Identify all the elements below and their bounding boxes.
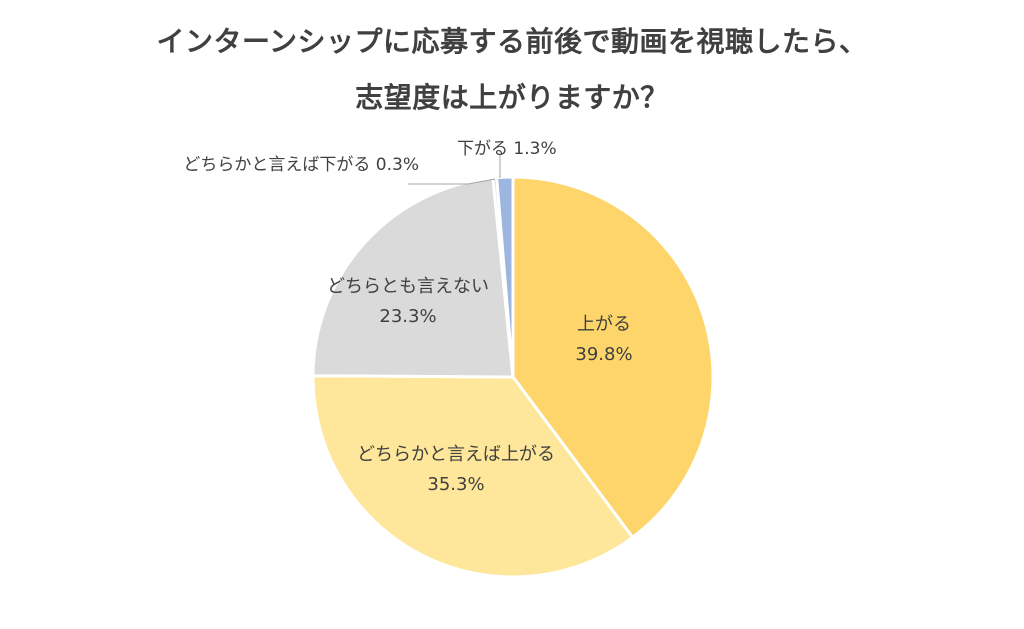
slice-value-label-0: 39.8% [575, 344, 632, 365]
slice-outside-label-4: 下がる 1.3% [457, 139, 557, 159]
chart-title-line2: 志望度は上がりますか？ [355, 81, 669, 114]
slice-name-label-0: 上がる [577, 314, 631, 335]
slice-name-label-1: どちらかと言えば上がる [357, 444, 555, 465]
chart-title-line1: インターンシップに応募する前後で動画を視聴したら、 [156, 25, 868, 58]
pie-slices [311, 175, 715, 579]
pie-slice-0 [511, 175, 715, 539]
pie-slice-1 [311, 374, 635, 579]
leader-lines [408, 154, 501, 185]
slice-labels: 上がる 39.8% どちらかと言えば上がる 35.3% どちらとも言えない 23.3% どち… [183, 139, 632, 495]
slice-name-label-2: どちらとも言えない [327, 276, 489, 297]
slice-value-label-1: 35.3% [427, 474, 484, 495]
slice-outside-label-3: どちらかと言えば下がる 0.3% [183, 155, 419, 175]
slice-value-label-2: 23.3% [379, 306, 436, 327]
pie-slice-4 [495, 175, 515, 379]
leader-line-3 [408, 178, 496, 185]
